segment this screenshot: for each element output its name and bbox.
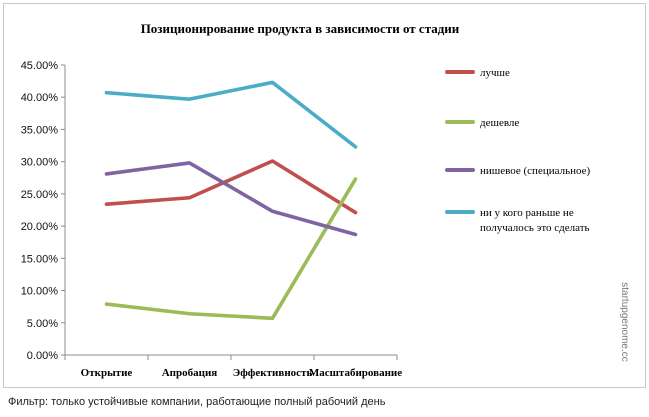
y-tick-label: 20.00% — [21, 221, 59, 233]
line-chart: Позиционирование продукта в зависимости … — [21, 21, 630, 379]
legend-label: нишевое (специальное) — [480, 165, 590, 177]
legend-label: лучше — [480, 67, 510, 79]
watermark: startupgenome.cc — [619, 282, 630, 362]
footnote: Фильтр: только устойчивые компании, рабо… — [8, 396, 386, 408]
legend-label: дешевле — [480, 117, 519, 129]
x-tick-label: Апробация — [162, 367, 218, 379]
legend-label: получалось это сделать — [480, 222, 590, 234]
x-tick-label: Открытие — [81, 367, 133, 379]
y-tick-label: 0.00% — [27, 350, 58, 362]
legend-label: ни у кого раньше не — [480, 207, 574, 219]
axes: 0.00% 5.00% 10.00% 15.00% 20.00% 25.00% 30.00%… — [21, 60, 403, 379]
y-tick-label: 45.00% — [21, 60, 59, 72]
series-layer — [104, 80, 358, 321]
legend: лучше дешевле нишевое (специальное) ни у ко… — [445, 67, 590, 234]
series-line-4 — [104, 80, 358, 149]
y-tick-label: 5.00% — [27, 318, 58, 330]
chart-title: Позиционирование продукта в зависимости … — [141, 21, 460, 36]
series-line-2 — [104, 177, 358, 321]
series-line-3 — [104, 161, 358, 237]
chart-frame — [3, 3, 646, 388]
y-tick-label: 30.00% — [21, 157, 59, 169]
y-tick-label: 40.00% — [21, 92, 59, 104]
x-tick-label: Эффективность — [233, 367, 313, 379]
y-tick-label: 10.00% — [21, 286, 59, 298]
x-tick-label: Масштабирование — [309, 367, 402, 379]
series-line-1 — [104, 159, 358, 215]
y-tick-label: 35.00% — [21, 124, 59, 136]
y-tick-label: 25.00% — [21, 189, 59, 201]
y-tick-label: 15.00% — [21, 253, 59, 265]
